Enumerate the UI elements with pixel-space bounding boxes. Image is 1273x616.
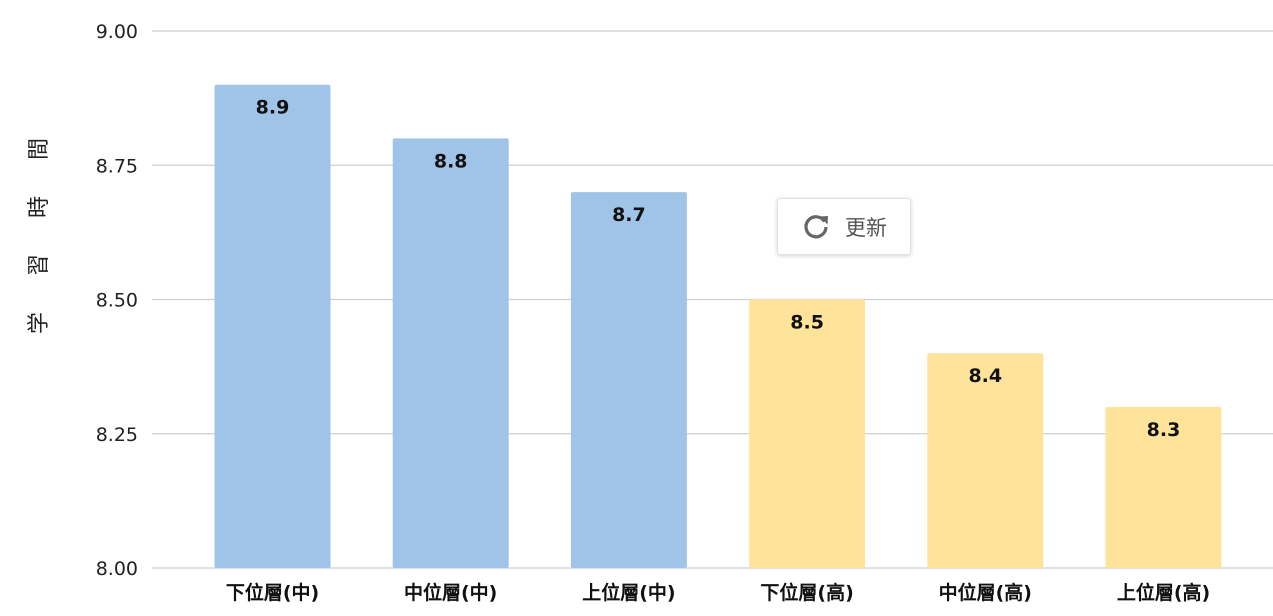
x-tick-label: 上位層(中) xyxy=(582,581,675,604)
bar-value-label: 8.5 xyxy=(790,312,824,334)
y-axis-label: 間時習学 xyxy=(22,120,58,352)
x-tick-label: 上位層(高) xyxy=(1117,581,1210,604)
bar xyxy=(214,84,331,568)
y-axis-label-char: 学 xyxy=(26,311,52,335)
bar-value-label: 8.9 xyxy=(256,97,290,119)
x-tick-label: 中位層(高) xyxy=(939,581,1032,604)
y-axis-label-char: 間 xyxy=(26,137,52,161)
bar-value-label: 8.4 xyxy=(968,365,1002,387)
bar-value-labels: 8.9 8.8 8.7 8.5 8.4 8.3 xyxy=(256,97,1181,441)
y-tick-label: 8.25 xyxy=(96,424,138,446)
bar xyxy=(392,138,509,568)
y-tick-label: 8.50 xyxy=(96,290,138,312)
grid-lines xyxy=(152,30,1273,569)
x-tick-labels: 下位層(中) 中位層(中) 上位層(中) 下位層(高) 中位層(高) 上位層(高) xyxy=(226,581,1210,604)
bars xyxy=(214,84,1222,568)
refresh-label: 更新 xyxy=(845,215,887,240)
y-tick-labels: 8.00 8.25 8.50 8.75 9.00 xyxy=(96,21,138,580)
x-tick-label: 中位層(中) xyxy=(404,581,497,604)
y-tick-label: 8.00 xyxy=(96,558,138,580)
bar-value-label: 8.3 xyxy=(1147,419,1181,441)
y-tick-label: 9.00 xyxy=(96,21,138,43)
bar xyxy=(749,299,866,568)
bar-value-label: 8.7 xyxy=(612,204,646,226)
refresh-icon xyxy=(801,212,831,242)
x-tick-label: 下位層(高) xyxy=(760,581,853,604)
bar xyxy=(927,353,1044,568)
bar-value-label: 8.8 xyxy=(434,150,468,172)
x-tick-label: 下位層(中) xyxy=(226,581,319,604)
bar xyxy=(570,192,687,568)
refresh-button[interactable]: 更新 xyxy=(777,198,911,255)
y-axis-label-char: 時 xyxy=(26,195,52,219)
y-tick-label: 8.75 xyxy=(96,155,138,177)
bar xyxy=(1105,406,1222,568)
y-axis-label-char: 習 xyxy=(26,253,52,277)
